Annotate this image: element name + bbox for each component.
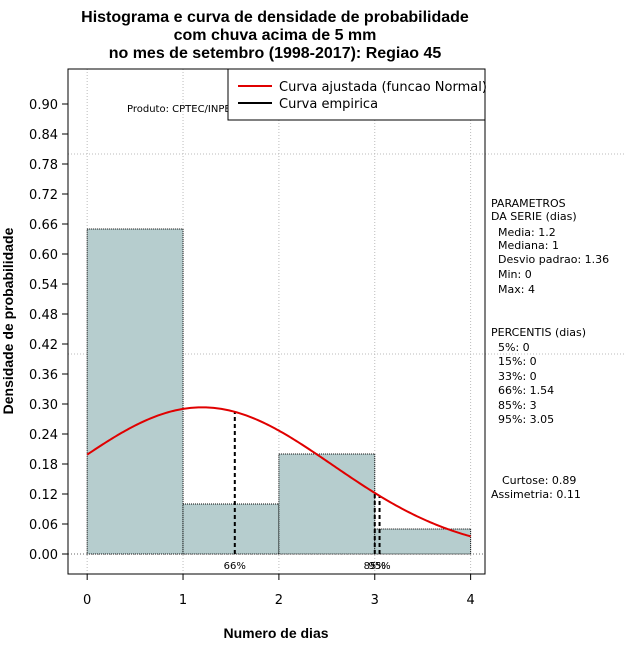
percentile-85: 85%: 3 bbox=[498, 399, 537, 412]
y-tick-label-0: 0.00 bbox=[29, 548, 58, 563]
percentiles-header: PERCENTIS (dias) bbox=[491, 326, 586, 339]
y-tick-label-15: 0.90 bbox=[29, 98, 58, 113]
y-axis-title: Densidade de probabilidade bbox=[0, 227, 16, 414]
y-tick-label-9: 0.54 bbox=[29, 278, 58, 293]
histogram-bar-2 bbox=[278, 453, 376, 555]
chart-title-line-1: Histograma e curva de densidade de proba… bbox=[81, 9, 469, 26]
curtose-text: Curtose: 0.89 bbox=[502, 474, 576, 487]
param-desvio: Desvio padrao: 1.36 bbox=[498, 253, 609, 266]
x-tick-label-0: 0 bbox=[83, 593, 91, 608]
y-tick-label-3: 0.18 bbox=[29, 458, 58, 473]
x-tick-label-4: 4 bbox=[466, 593, 474, 608]
x-tick-label-1: 1 bbox=[179, 593, 187, 608]
percentile-95: 95%: 3.05 bbox=[498, 413, 554, 426]
percentile-15: 15%: 0 bbox=[498, 355, 537, 368]
curve-layer bbox=[86, 406, 471, 538]
percentile-lines-layer: 66% 85%95% bbox=[224, 411, 391, 572]
x-axis-title: Numero de dias bbox=[223, 625, 328, 641]
y-tick-label-4: 0.24 bbox=[29, 428, 58, 443]
params-header-1: PARAMETROS bbox=[491, 197, 566, 210]
params-header-2: DA SERIE (dias) bbox=[491, 210, 577, 223]
credit-text: Produto: CPTEC/INPE bbox=[127, 104, 231, 115]
legend-label-empirical: Curva empirica bbox=[279, 97, 378, 112]
bars-layer bbox=[86, 228, 472, 555]
percentile-66: 66%: 1.54 bbox=[498, 384, 554, 397]
param-min: Min: 0 bbox=[498, 268, 532, 281]
y-tick-label-8: 0.48 bbox=[29, 308, 58, 323]
x-tick-label-3: 3 bbox=[371, 593, 379, 608]
param-media: Media: 1.2 bbox=[498, 226, 556, 239]
legend-label-normal: Curva ajustada (funcao Normal) bbox=[279, 80, 487, 95]
y-tick-label-11: 0.66 bbox=[29, 218, 58, 233]
param-max: Max: 4 bbox=[498, 283, 535, 296]
y-tick-label-7: 0.42 bbox=[29, 338, 58, 353]
x-tick-label-2: 2 bbox=[275, 593, 283, 608]
y-tick-label-14: 0.84 bbox=[29, 128, 58, 143]
y-tick-label-1: 0.06 bbox=[29, 518, 58, 533]
percentile-33: 33%: 0 bbox=[498, 370, 537, 383]
percentile-label-1: 85% bbox=[364, 561, 386, 572]
chart-title-line-2: com chuva acima de 5 mm bbox=[174, 27, 377, 44]
percentile-5: 5%: 0 bbox=[498, 341, 530, 354]
legend-box bbox=[227, 68, 486, 121]
assimetria-text: Assimetria: 0.11 bbox=[491, 488, 581, 501]
histogram-bar-1 bbox=[182, 503, 280, 555]
y-tick-label-10: 0.60 bbox=[29, 248, 58, 263]
y-tick-label-6: 0.36 bbox=[29, 368, 58, 383]
histogram-bar-3 bbox=[374, 528, 472, 555]
y-tick-label-13: 0.78 bbox=[29, 158, 58, 173]
histogram-bar-0 bbox=[86, 228, 184, 555]
chart-title-line-3: no mes de setembro (1998-2017): Regiao 4… bbox=[109, 45, 442, 62]
stats-panel: PARAMETROS DA SERIE (dias) Media: 1.2 Me… bbox=[491, 197, 609, 501]
percentile-label-2: 95% bbox=[368, 561, 390, 572]
y-tick-label-12: 0.72 bbox=[29, 188, 58, 203]
y-tick-label-5: 0.30 bbox=[29, 398, 58, 413]
legend: Curva ajustada (funcao Normal) Curva emp… bbox=[227, 68, 487, 121]
normal-fit-curve bbox=[86, 406, 471, 538]
y-tick-label-2: 0.12 bbox=[29, 488, 58, 503]
ticks-layer: 0.00 0.06 0.12 0.18 0.24 0.30 0.36 0.42 0.48 0.54… bbox=[29, 98, 475, 608]
param-mediana: Mediana: 1 bbox=[498, 239, 559, 252]
percentile-label-0: 66% bbox=[224, 561, 246, 572]
